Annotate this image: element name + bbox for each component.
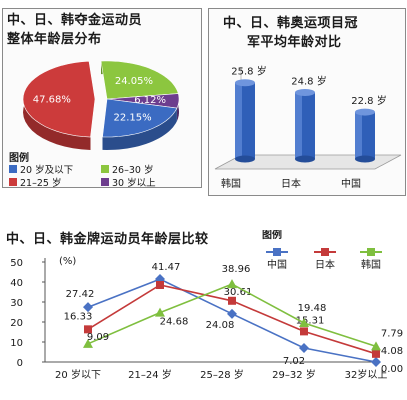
y-tick-label: 50 [10, 258, 23, 269]
y-tick-label: 30 [10, 298, 23, 309]
pie-slice [106, 93, 180, 109]
data-point [371, 357, 381, 367]
data-label: 38.96 [222, 264, 251, 275]
bar-cap [355, 108, 375, 116]
data-label: 7.79 [381, 328, 403, 339]
pie-legend-item: 30 岁以上 [101, 175, 156, 189]
legend-label: 韩国 [361, 258, 381, 271]
pie-chart-title-line-1: 中、日、韩夺金运动员 [7, 13, 143, 28]
data-label: 41.47 [152, 262, 181, 273]
data-point [83, 302, 93, 313]
legend-label: 日本 [315, 258, 335, 271]
data-point [84, 325, 92, 334]
legend-swatch [9, 165, 17, 173]
data-label: 15.31 [296, 315, 325, 326]
pie-legend-item: 20 岁及以下 [9, 162, 73, 176]
pie-legend-label: 21–25 岁 [20, 178, 62, 189]
bar-value-label: 25.8 岁 [231, 65, 266, 78]
bar-base [235, 155, 255, 163]
legend-swatch [101, 178, 109, 186]
bar-base [295, 155, 315, 163]
legend-marker [321, 248, 329, 256]
pie-legend-title: 图例 [9, 153, 29, 164]
bar-category-label: 中国 [341, 177, 361, 190]
data-point [299, 342, 309, 353]
data-label: 30.61 [224, 287, 253, 298]
legend-marker [273, 248, 281, 256]
pie-chart-panel: 中、日、韩夺金运动员 整体年龄层分布 47.68% 24.05% 6.12% 22.1… [2, 8, 202, 189]
bar-value-label: 22.8 岁 [351, 94, 386, 107]
data-point [156, 281, 164, 289]
pie-chart: 47.68% 24.05% 6.12% 22.15% [22, 60, 180, 151]
data-point [299, 318, 309, 328]
data-point [155, 307, 165, 317]
line-chart: 0 10 20 30 40 50 (%) 20 岁以下 21–24 岁 25–28 岁 29–32 … [10, 230, 403, 381]
legend-label: 中国 [267, 258, 287, 271]
line-chart-title: 中、日、韩金牌运动员年龄层比较 [6, 232, 209, 247]
data-point [83, 338, 93, 348]
bar-category-label: 日本 [281, 177, 301, 190]
x-tick-label: 32岁以上 [345, 368, 388, 381]
data-label: 4.08 [381, 346, 403, 357]
bar-cap [235, 79, 255, 87]
data-label: 19.48 [298, 303, 327, 314]
bar-chart-title-line-2: 军平均年龄对比 [247, 35, 342, 50]
data-label: 0.00 [381, 364, 403, 375]
data-point [300, 327, 308, 336]
data-point [227, 279, 237, 289]
bar-highlight [355, 112, 362, 159]
bar-base [355, 155, 375, 163]
x-tick-label: 20 岁以下 [55, 368, 101, 381]
x-tick-label: 21–24 岁 [128, 368, 172, 381]
pie-slice-label: 24.05% [115, 76, 153, 87]
legend-swatch [9, 178, 17, 186]
pie-legend-item: 21–25 岁 [9, 175, 61, 189]
legend-marker [367, 248, 375, 256]
pie-slice [100, 60, 179, 100]
y-tick-label: 20 [10, 318, 23, 329]
bar-chart-panel: 中、日、韩奥运项目冠 军平均年龄对比 25.8 岁韩国 24.8 岁日本 22.8 … [208, 8, 406, 196]
pie-chart-title-line-2: 整体年龄层分布 [7, 32, 102, 47]
pie-slice-label: 22.15% [114, 112, 152, 123]
pie-legend-label: 26–30 岁 [112, 165, 154, 176]
data-label: 24.68 [160, 317, 189, 328]
y-tick-label: 0 [17, 358, 23, 369]
y-tick-label: 10 [10, 338, 23, 349]
data-label: 7.02 [283, 356, 305, 367]
bar-category-label: 韩国 [221, 177, 241, 190]
data-point [227, 308, 237, 319]
y-tick-label: 40 [10, 278, 23, 289]
data-label: 27.42 [66, 289, 95, 300]
pie-legend-label: 20 岁及以下 [20, 165, 74, 176]
data-point [372, 349, 380, 358]
bar-chart: 25.8 岁韩国 24.8 岁日本 22.8 岁中国 [214, 65, 402, 190]
pie-slice-side [102, 108, 177, 150]
bar-value-label: 24.8 岁 [291, 75, 326, 88]
line-legend-title: 图例 [262, 230, 282, 241]
x-tick-label: 25–28 岁 [200, 368, 244, 381]
pie-slice-label: 6.12% [134, 95, 166, 106]
data-point [371, 341, 381, 351]
data-point [228, 296, 236, 305]
bar-chart-title-line-1: 中、日、韩奥运项目冠 [223, 16, 359, 31]
y-axis-unit-label: (%) [59, 256, 76, 267]
data-label: 16.33 [64, 311, 93, 322]
legend-swatch [101, 165, 109, 173]
bar [355, 108, 375, 163]
pie-legend-item: 26–30 岁 [101, 162, 153, 176]
x-tick-label: 29–32 岁 [272, 368, 316, 381]
pie-slice-label: 47.68% [33, 94, 71, 105]
pie-slice [102, 98, 178, 138]
bar-highlight [235, 82, 242, 159]
pie-slice [22, 60, 96, 138]
pie-legend-label: 30 岁以上 [112, 178, 156, 189]
bar [235, 79, 255, 163]
bar-highlight [295, 92, 302, 159]
data-label: 9.09 [87, 332, 109, 343]
data-label: 24.08 [206, 320, 235, 331]
bar [295, 89, 315, 163]
bar-cap [295, 89, 315, 97]
